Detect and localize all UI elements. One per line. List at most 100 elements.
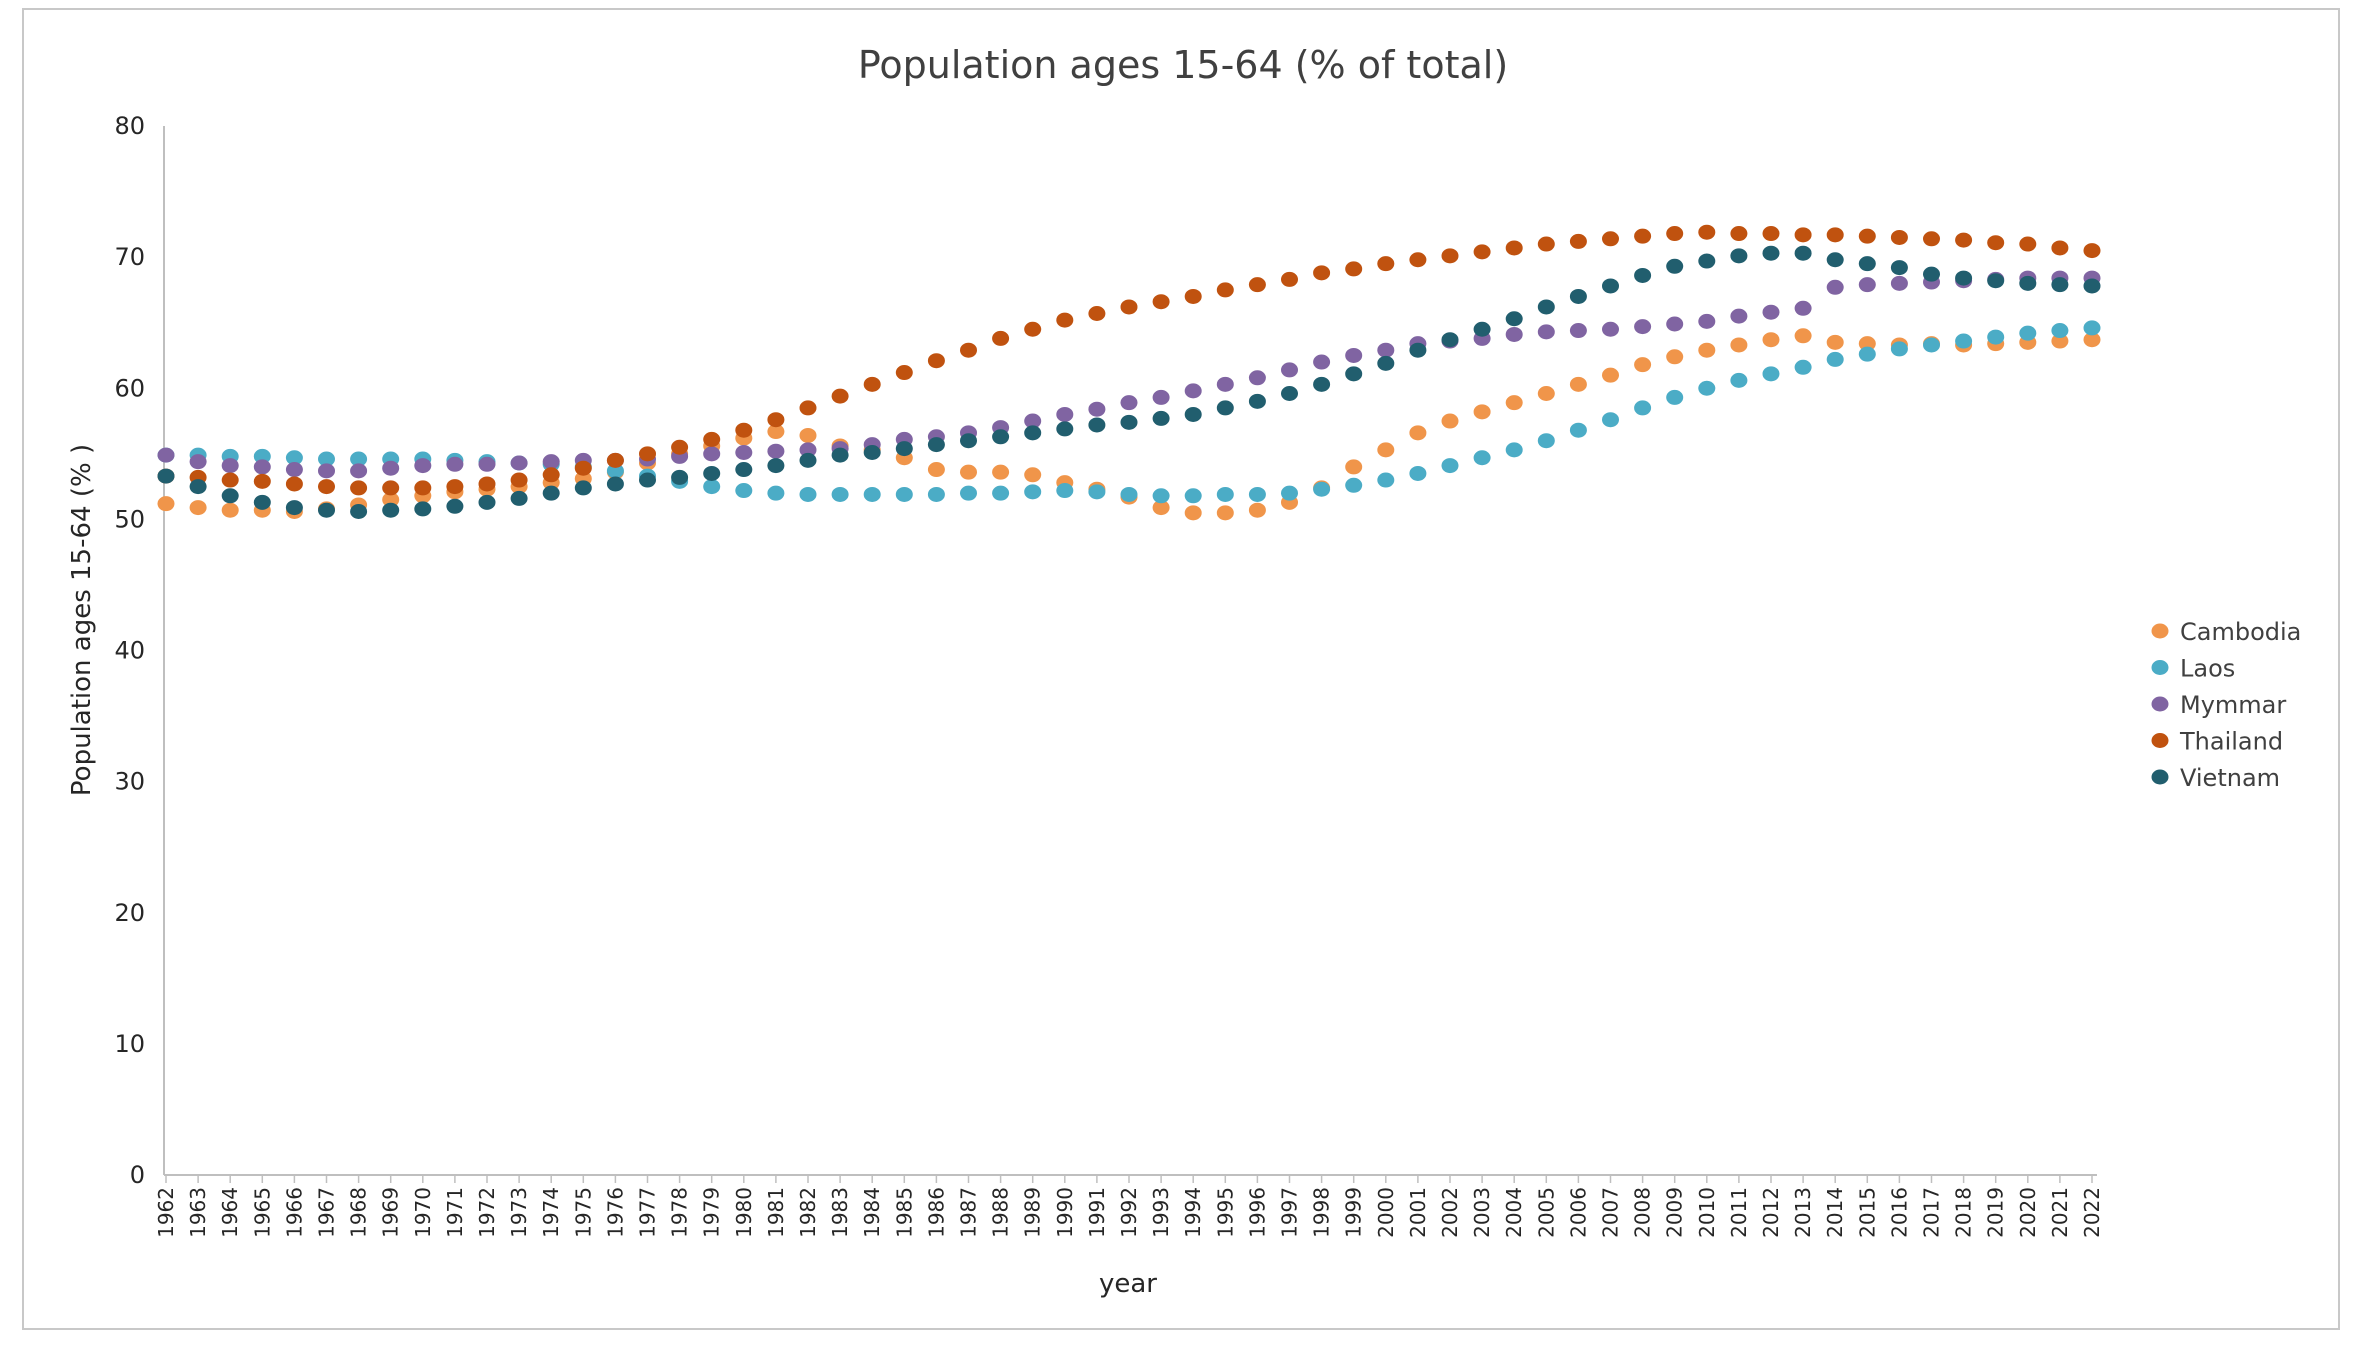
data-point — [414, 458, 432, 474]
data-point — [1377, 256, 1395, 272]
data-point — [1569, 376, 1587, 392]
data-point — [1377, 472, 1395, 488]
data-point — [2019, 325, 2037, 341]
data-point — [1216, 486, 1234, 502]
chart-title: Population ages 15-64 (% of total) — [858, 43, 1508, 87]
data-point — [1955, 270, 1973, 286]
x-tick-label: 1992 — [1117, 1187, 1141, 1238]
data-point — [671, 469, 689, 485]
data-point — [1024, 484, 1042, 500]
legend-label: Cambodia — [2180, 618, 2301, 646]
x-tick-label: 2006 — [1566, 1187, 1590, 1238]
data-point — [1762, 332, 1780, 348]
data-point — [1794, 227, 1812, 243]
series-vietnam — [157, 245, 2101, 520]
data-point — [1890, 229, 1908, 245]
data-point — [221, 472, 239, 488]
data-point — [606, 452, 624, 468]
legend-label: Mymmar — [2180, 691, 2286, 719]
data-point — [285, 462, 303, 478]
y-tick-label: 0 — [130, 1161, 145, 1189]
data-point — [2083, 278, 2101, 294]
y-axis: 0 10 20 30 40 50 60 70 80 — [114, 112, 165, 1189]
data-point — [960, 433, 977, 449]
data-point — [1698, 253, 1716, 269]
x-tick-label: 1987 — [957, 1187, 981, 1238]
series-points — [157, 224, 2101, 521]
y-tick-label: 50 — [114, 505, 145, 533]
x-tick-label: 2017 — [1920, 1187, 1944, 1238]
data-point — [1666, 316, 1684, 332]
data-point — [1216, 400, 1234, 416]
data-point — [1505, 311, 1523, 327]
x-tick-label: 1982 — [796, 1187, 820, 1238]
data-point — [1858, 336, 1876, 352]
data-point — [1345, 459, 1363, 475]
data-point — [1858, 228, 1876, 244]
data-point — [1890, 275, 1908, 291]
x-tick-label: 2007 — [1599, 1187, 1623, 1238]
x-tick-label: 1971 — [443, 1187, 467, 1238]
y-tick-label: 40 — [114, 637, 145, 665]
x-tick-label: 1967 — [315, 1187, 339, 1238]
data-point — [542, 467, 560, 483]
data-point — [1666, 258, 1684, 274]
data-point — [1056, 421, 1074, 437]
x-tick-label: 2008 — [1631, 1187, 1655, 1238]
chart-frame — [22, 8, 2340, 1330]
data-point — [1666, 389, 1684, 405]
x-tick-label: 1981 — [764, 1187, 788, 1238]
data-point — [1473, 404, 1491, 420]
data-point — [189, 454, 207, 470]
data-point — [767, 412, 785, 428]
data-point — [1441, 458, 1459, 474]
legend: Cambodia Laos Mymmar Thailand Vietnam — [2151, 618, 2301, 792]
data-point — [1890, 341, 1908, 357]
data-point — [960, 464, 977, 480]
x-tick-label: 1978 — [668, 1187, 692, 1238]
data-point — [253, 494, 271, 510]
data-point — [157, 496, 175, 512]
data-point — [318, 479, 335, 495]
x-tick-label: 1975 — [571, 1187, 595, 1238]
data-point — [510, 472, 528, 488]
x-tick-label: 1972 — [475, 1187, 499, 1238]
data-point — [1794, 245, 1812, 261]
data-point — [1281, 271, 1298, 287]
data-point — [1441, 413, 1459, 429]
data-point — [1377, 442, 1395, 458]
data-point — [1024, 467, 1042, 483]
data-point — [382, 480, 400, 496]
data-point — [863, 486, 881, 502]
legend-label: Vietnam — [2180, 764, 2280, 792]
data-point — [1281, 385, 1298, 401]
data-point — [1858, 256, 1876, 272]
y-tick-label: 80 — [114, 112, 145, 140]
data-point — [831, 447, 849, 463]
data-point — [221, 502, 239, 518]
data-point — [735, 462, 753, 478]
data-point — [1505, 442, 1523, 458]
data-point — [1281, 362, 1298, 378]
data-point — [1120, 299, 1138, 315]
x-tick-label: 2001 — [1406, 1187, 1430, 1238]
x-tick-label: 1996 — [1245, 1187, 1269, 1238]
legend-marker — [2151, 769, 2169, 785]
x-axis: 1962 1963 1964 1965 1966 1967 1968 1969 1970 1971… — [154, 1174, 2104, 1238]
data-point — [189, 500, 207, 516]
data-point — [1602, 231, 1619, 247]
data-point — [1698, 224, 1716, 240]
data-point — [1794, 359, 1812, 375]
data-point — [1088, 417, 1106, 433]
data-point — [285, 500, 303, 516]
data-point — [1056, 312, 1074, 328]
y-tick-label: 30 — [114, 768, 145, 796]
data-point — [1024, 413, 1042, 429]
data-point — [253, 448, 271, 464]
data-point — [1762, 226, 1780, 242]
y-tick-label: 10 — [114, 1030, 145, 1058]
data-point — [1537, 385, 1555, 401]
data-point — [1569, 422, 1587, 438]
data-point — [2019, 236, 2037, 252]
data-point — [992, 485, 1010, 501]
